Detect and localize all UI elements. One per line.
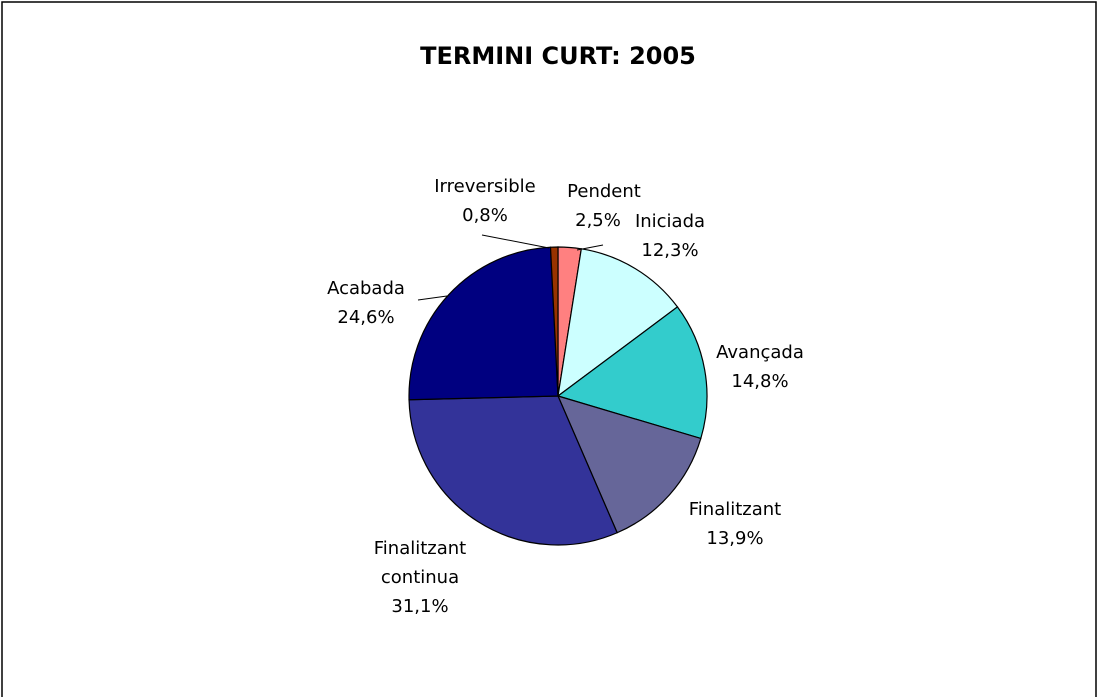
chart-title: TERMINI CURT: 2005 (420, 42, 696, 70)
value-label: 31,1% (391, 596, 448, 617)
pie-slice (556, 395, 702, 534)
leader-line (417, 295, 448, 301)
pie-slice (408, 395, 618, 546)
slice-label: Acabada (327, 278, 405, 299)
value-label: 2,5% (575, 210, 621, 231)
value-label: 14,8% (731, 371, 788, 392)
slice-label: Avançada (716, 342, 804, 363)
value-label: 13,9% (706, 528, 763, 549)
pie-slice (557, 248, 679, 398)
pie-slice (549, 246, 559, 397)
pie-slice (556, 306, 708, 440)
value-label: 12,3% (641, 240, 698, 261)
slice-label: Iniciada (635, 211, 705, 232)
value-label: 24,6% (337, 307, 394, 328)
slice-label: Finalitzant (689, 499, 782, 520)
leader-line (481, 234, 550, 249)
pie-slice (408, 246, 559, 401)
slice-label: Finalitzant continua (374, 538, 467, 588)
leader-line (576, 244, 604, 251)
value-label: 0,8% (462, 205, 508, 226)
labels: Pendent 2,5% Iniciada 12,3% Avançada 14,8% Fin… (327, 176, 804, 617)
slice-label: Irreversible (434, 176, 535, 197)
slice-label: Pendent (567, 181, 641, 202)
pie (408, 246, 708, 546)
